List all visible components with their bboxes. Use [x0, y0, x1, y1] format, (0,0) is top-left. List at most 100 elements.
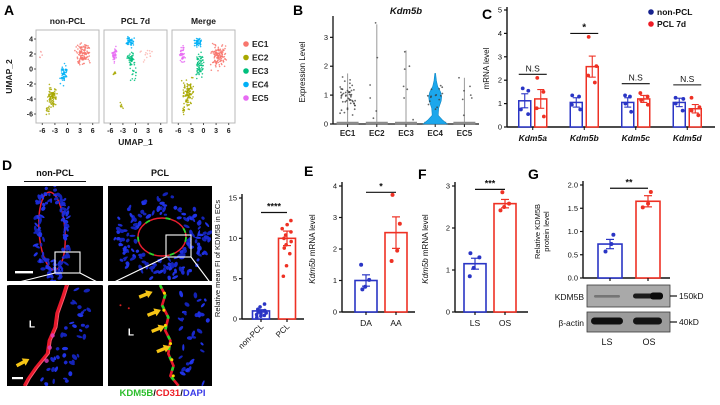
svg-text:EC1: EC1 [252, 39, 269, 49]
svg-text:PCL 7d: PCL 7d [121, 16, 150, 26]
bar-legend: non-PCL PCL 7d [648, 7, 692, 29]
svg-text:4: 4 [29, 37, 33, 44]
svg-text:15: 15 [229, 194, 237, 203]
svg-text:-2: -2 [27, 82, 33, 89]
cd31-band [158, 285, 180, 386]
svg-text:N.S: N.S [680, 74, 695, 84]
svg-text:β-actin: β-actin [558, 318, 584, 328]
svg-text:EC3: EC3 [398, 129, 414, 138]
svg-text:N.S: N.S [526, 63, 541, 73]
bar-OS [635, 200, 661, 279]
svg-text:EC2: EC2 [252, 53, 269, 63]
kdm5b-violin-chart: Kdm5b 0 1 2 3 Expression Level EC1 EC2 EC3 EC4 EC5 [298, 6, 479, 138]
svg-text:0: 0 [446, 308, 450, 317]
micro-header-nonpcl: non-PCL [36, 168, 74, 178]
svg-text:3: 3 [498, 52, 502, 61]
svg-text:2.0: 2.0 [568, 181, 578, 190]
micro-header-pcl: PCL [151, 168, 169, 178]
umap-plot [171, 29, 236, 125]
svg-text:Relative mean FI of KDM5B in E: Relative mean FI of KDM5B in ECs [213, 200, 222, 317]
svg-text:PCL 7d: PCL 7d [657, 19, 686, 29]
svg-text:0: 0 [202, 128, 206, 135]
svg-text:1: 1 [498, 99, 502, 108]
caption-part: CD31 [155, 388, 181, 399]
svg-text:Relative KDM5Bprotein level: Relative KDM5Bprotein level [533, 204, 551, 259]
svg-text:6: 6 [227, 128, 231, 135]
svg-text:mRNA level: mRNA level [482, 47, 491, 89]
umap-plot [35, 29, 100, 125]
western-blot: KDM5B 150kD β-actin 40kD LS OS [555, 284, 704, 347]
yellow-arrow [138, 290, 153, 299]
svg-text:LS: LS [470, 318, 481, 328]
svg-text:0: 0 [333, 308, 337, 317]
umap-legend: EC1 EC2 EC3 EC4 EC5 [243, 39, 269, 103]
bar-PCL [277, 237, 297, 320]
svg-text:0.0: 0.0 [568, 274, 578, 283]
svg-text:UMAP_2: UMAP_2 [4, 59, 14, 94]
svg-text:1.0: 1.0 [568, 227, 578, 236]
panel-f-label: F [418, 166, 427, 182]
svg-text:3: 3 [146, 128, 150, 135]
svg-text:0: 0 [324, 120, 328, 129]
svg-text:N.S: N.S [629, 73, 644, 83]
caption-part: DAPI [182, 388, 206, 399]
svg-text:EC4: EC4 [252, 80, 269, 90]
svg-text:5: 5 [233, 274, 237, 283]
svg-text:Kdm5b mRNA level: Kdm5b mRNA level [421, 214, 430, 284]
panel-c-label: C [482, 6, 493, 22]
caption-part: KDM5B [119, 388, 154, 399]
cd31-ring [137, 217, 187, 257]
svg-text:3: 3 [324, 33, 328, 42]
svg-text:1: 1 [333, 276, 337, 285]
svg-text:-6: -6 [39, 128, 45, 135]
scale-bar [12, 377, 23, 380]
yellow-arrow [15, 358, 30, 368]
svg-text:0.5: 0.5 [568, 250, 578, 259]
panel-b-label: B [293, 2, 304, 18]
micrograph-pcl-zoom: L [108, 285, 212, 386]
svg-text:KDM5B: KDM5B [555, 292, 585, 302]
svg-text:6: 6 [91, 128, 95, 135]
svg-text:3: 3 [446, 182, 450, 191]
svg-text:1.5: 1.5 [568, 204, 578, 213]
svg-text:-4: -4 [27, 97, 33, 104]
kdm5b-mrna-ls-os-bar-chart: 0 1 2 3 Kdm5b mRNA level LS OS *** [421, 178, 528, 328]
micrograph-nonpcl-zoom: L [7, 285, 103, 386]
panel-e-label: E [304, 163, 314, 179]
svg-text:Kdm5d: Kdm5d [673, 133, 703, 143]
panel-a-label: A [4, 2, 15, 18]
svg-text:-3: -3 [120, 128, 126, 135]
svg-text:-6: -6 [175, 128, 181, 135]
svg-text:L: L [128, 328, 134, 339]
svg-text:0: 0 [29, 67, 33, 74]
umap-plot [103, 29, 168, 125]
svg-text:non-PCL: non-PCL [50, 16, 85, 26]
svg-text:Kdm5c: Kdm5c [622, 133, 651, 143]
bar-LS [463, 262, 487, 313]
svg-text:EC5: EC5 [252, 93, 269, 103]
svg-text:3: 3 [214, 128, 218, 135]
svg-text:4: 4 [498, 29, 502, 38]
svg-text:**: ** [625, 177, 633, 187]
svg-text:Kdm5a: Kdm5a [519, 133, 548, 143]
svg-text:-6: -6 [107, 128, 113, 135]
panel-g-label: G [528, 166, 539, 182]
svg-text:*: * [582, 22, 586, 33]
svg-text:3: 3 [78, 128, 82, 135]
svg-text:****: **** [267, 202, 282, 212]
caption-part: / [180, 388, 183, 399]
svg-text:Expression Level: Expression Level [298, 41, 307, 102]
micro-header-pcl-underline [130, 181, 190, 182]
svg-text:3: 3 [333, 213, 337, 222]
stain-caption: KDM5B/CD31/DAPI [90, 388, 235, 399]
svg-text:0: 0 [233, 315, 237, 324]
svg-text:LS: LS [601, 337, 612, 347]
yellow-arrow [146, 308, 161, 317]
svg-text:OS: OS [499, 318, 512, 328]
svg-text:***: *** [485, 178, 496, 188]
svg-text:6: 6 [159, 128, 163, 135]
svg-text:OS: OS [642, 284, 655, 285]
svg-text:2: 2 [29, 52, 33, 59]
svg-text:PCL: PCL [274, 322, 292, 340]
